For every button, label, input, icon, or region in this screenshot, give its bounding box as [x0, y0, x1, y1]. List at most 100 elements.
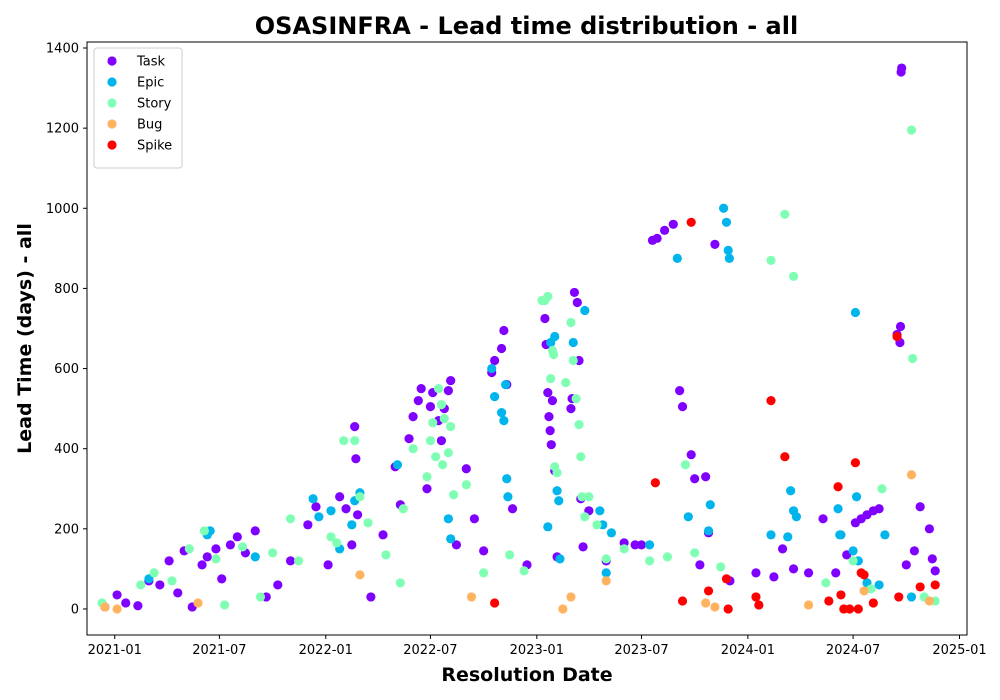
bug-point: [602, 576, 611, 585]
task-point: [351, 454, 360, 463]
spike-point: [851, 458, 860, 467]
task-point: [931, 566, 940, 575]
story-point: [821, 578, 830, 587]
task-point: [446, 376, 455, 385]
epic-point: [503, 492, 512, 501]
bug-point: [701, 598, 710, 607]
story-point: [561, 378, 570, 387]
x-tick-label: 2023-01: [510, 643, 564, 658]
story-point: [543, 292, 552, 301]
plot-area: [87, 42, 967, 635]
task-point: [133, 601, 142, 610]
story-point: [576, 452, 585, 461]
story-point: [789, 272, 798, 281]
bug-point: [355, 570, 364, 579]
legend-marker-spike: [107, 140, 116, 149]
task-point: [546, 426, 555, 435]
story-point: [444, 448, 453, 457]
story-point: [434, 384, 443, 393]
epic-point: [502, 474, 511, 483]
task-point: [570, 288, 579, 297]
epic-point: [851, 308, 860, 317]
task-point: [417, 384, 426, 393]
story-point: [428, 418, 437, 427]
story-point: [422, 472, 431, 481]
story-point: [211, 554, 220, 563]
task-point: [925, 524, 934, 533]
epic-point: [595, 506, 604, 515]
bug-point: [710, 602, 719, 611]
task-point: [217, 574, 226, 583]
task-point: [203, 552, 212, 561]
y-tick-label: 800: [54, 282, 79, 297]
bug-point: [859, 586, 868, 595]
story-point: [440, 414, 449, 423]
spike-point: [931, 580, 940, 589]
task-point: [578, 542, 587, 551]
spike-point: [894, 592, 903, 601]
epic-point: [673, 254, 682, 263]
task-point: [479, 546, 488, 555]
story-point: [908, 354, 917, 363]
epic-point: [497, 408, 506, 417]
story-point: [396, 578, 405, 587]
y-tick-label: 1200: [46, 122, 79, 137]
task-point: [341, 504, 350, 513]
task-point: [916, 502, 925, 511]
story-point: [645, 556, 654, 565]
epic-point: [792, 512, 801, 521]
story-point: [167, 576, 176, 585]
task-point: [121, 598, 130, 607]
story-point: [339, 436, 348, 445]
spike-point: [687, 218, 696, 227]
task-point: [462, 464, 471, 473]
epic-point: [645, 540, 654, 549]
y-tick-label: 1400: [46, 42, 79, 57]
task-point: [350, 422, 359, 431]
x-tick-label: 2024-01: [721, 643, 775, 658]
spike-point: [751, 592, 760, 601]
epic-point: [308, 494, 317, 503]
epic-point: [499, 416, 508, 425]
task-point: [497, 344, 506, 353]
story-point: [220, 600, 229, 609]
story-point: [907, 126, 916, 135]
story-point: [602, 554, 611, 563]
task-point: [678, 402, 687, 411]
spike-point: [490, 598, 499, 607]
epic-point: [786, 486, 795, 495]
task-point: [366, 592, 375, 601]
legend-marker-bug: [107, 119, 116, 128]
task-point: [378, 530, 387, 539]
epic-point: [725, 254, 734, 263]
epic-point: [326, 506, 335, 515]
story-point: [546, 374, 555, 383]
story-point: [438, 460, 447, 469]
y-tick-label: 400: [54, 442, 79, 457]
legend-label-bug: Bug: [137, 118, 162, 133]
epic-point: [251, 552, 260, 561]
task-point: [544, 412, 553, 421]
task-point: [804, 568, 813, 577]
story-point: [620, 544, 629, 553]
story-point: [479, 568, 488, 577]
spike-point: [859, 570, 868, 579]
task-point: [165, 556, 174, 565]
story-point: [574, 420, 583, 429]
x-tick-label: 2024-07: [826, 643, 880, 658]
task-point: [789, 564, 798, 573]
spike-point: [824, 596, 833, 605]
bug-point: [100, 602, 109, 611]
task-point: [226, 540, 235, 549]
task-point: [286, 556, 295, 565]
task-point: [444, 386, 453, 395]
x-tick-label: 2022-01: [299, 643, 353, 658]
task-point: [437, 436, 446, 445]
task-point: [470, 514, 479, 523]
story-point: [332, 538, 341, 547]
spike-point: [780, 452, 789, 461]
legend-marker-epic: [107, 77, 116, 86]
x-axis: 2021-01 2021-07 2022-01 2022-07 2023-01 2023-…: [88, 635, 987, 658]
task-point: [408, 412, 417, 421]
